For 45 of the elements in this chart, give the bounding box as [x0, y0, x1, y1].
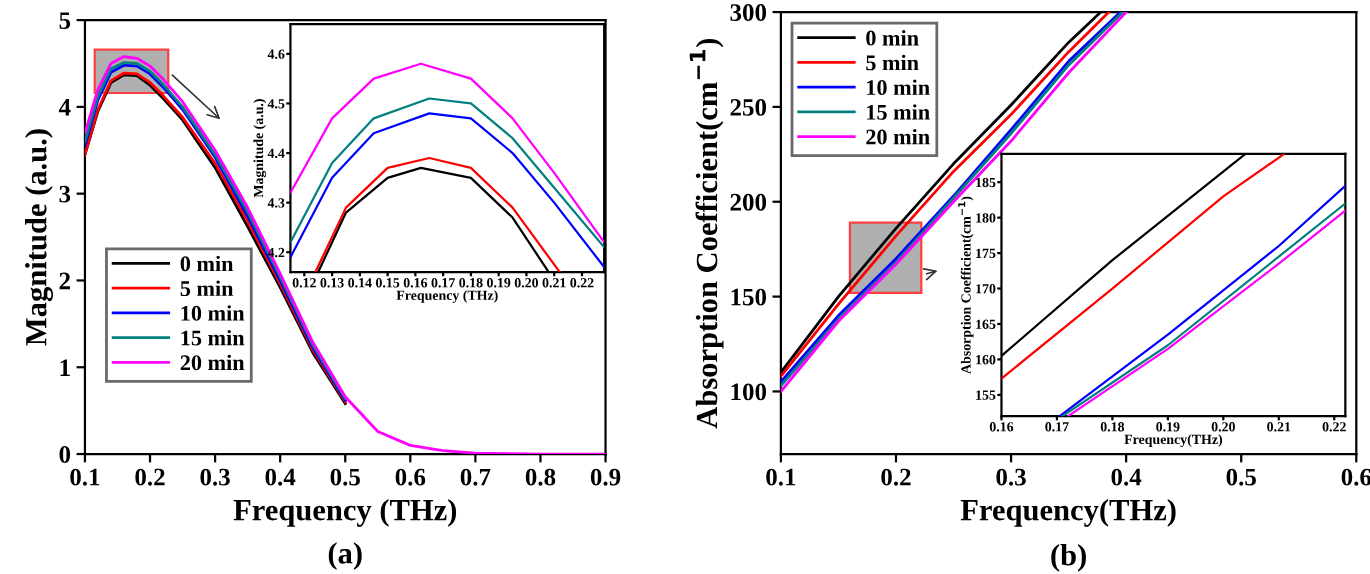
x-tick-label: 0.5 — [1226, 468, 1256, 486]
text: (b) — [1051, 544, 1086, 572]
y-axis-title: Magnitude (a.u.) — [25, 129, 53, 346]
line-series — [290, 62, 605, 244]
x-tick-label: 0.9 — [590, 468, 621, 486]
legend-label: 10 min — [867, 79, 930, 96]
line-series — [1001, 153, 1286, 380]
x-tick-label: 0.1 — [766, 468, 796, 486]
y-tick-label: 200 — [730, 193, 767, 211]
legend-label: 10 min — [181, 305, 245, 321]
x-tick-label: 0.2 — [881, 468, 911, 486]
legend-label: 15 min — [867, 104, 930, 120]
x-tick-label: 0.3 — [996, 468, 1026, 486]
line-series — [290, 112, 605, 269]
y-axis-title: Absorption Coefficient(cm$^{−1}$) — [689, 38, 724, 429]
y-tick-label: 3 — [59, 185, 71, 203]
y-tick-label: 0 — [59, 446, 71, 463]
y-tick-label: 1 — [60, 359, 70, 376]
legend-label: 0 min — [180, 255, 234, 272]
y-tick-label: 100 — [731, 383, 767, 401]
y-tick-label: 2 — [59, 272, 70, 290]
x-tick-label: 0.3 — [200, 468, 230, 486]
legend-label: 20 min — [866, 128, 930, 145]
x-tick-label: 0.1 — [70, 468, 100, 486]
text: (a) — [328, 542, 362, 570]
x-axis-title: Frequency (THz) — [233, 498, 457, 527]
y-tick-label: 5 — [59, 12, 71, 30]
x-tick-label: 0.7 — [460, 468, 491, 486]
y-tick-label: 300 — [730, 4, 767, 21]
x-tick-label: 0.4 — [265, 468, 296, 486]
y-tick-label: 250 — [730, 98, 767, 116]
x-tick-label: 0.8 — [525, 468, 556, 486]
legend-label: 0 min — [866, 29, 919, 46]
legend-label: 5 min — [866, 54, 919, 71]
x-tick-label: 0.6 — [395, 468, 426, 486]
x-axis-title: Frequency(THz) — [960, 498, 1176, 527]
x-tick-label: 0.5 — [330, 468, 360, 486]
legend-label: 15 min — [181, 329, 245, 346]
y-tick-label: 4 — [58, 99, 71, 116]
legend-label: 5 min — [180, 280, 234, 297]
x-tick-label: 0.4 — [1111, 468, 1142, 486]
line-series — [290, 97, 605, 249]
x-tick-label: 0.2 — [135, 468, 165, 486]
y-tick-label: 150 — [731, 288, 767, 306]
legend-label: 20 min — [180, 354, 245, 371]
